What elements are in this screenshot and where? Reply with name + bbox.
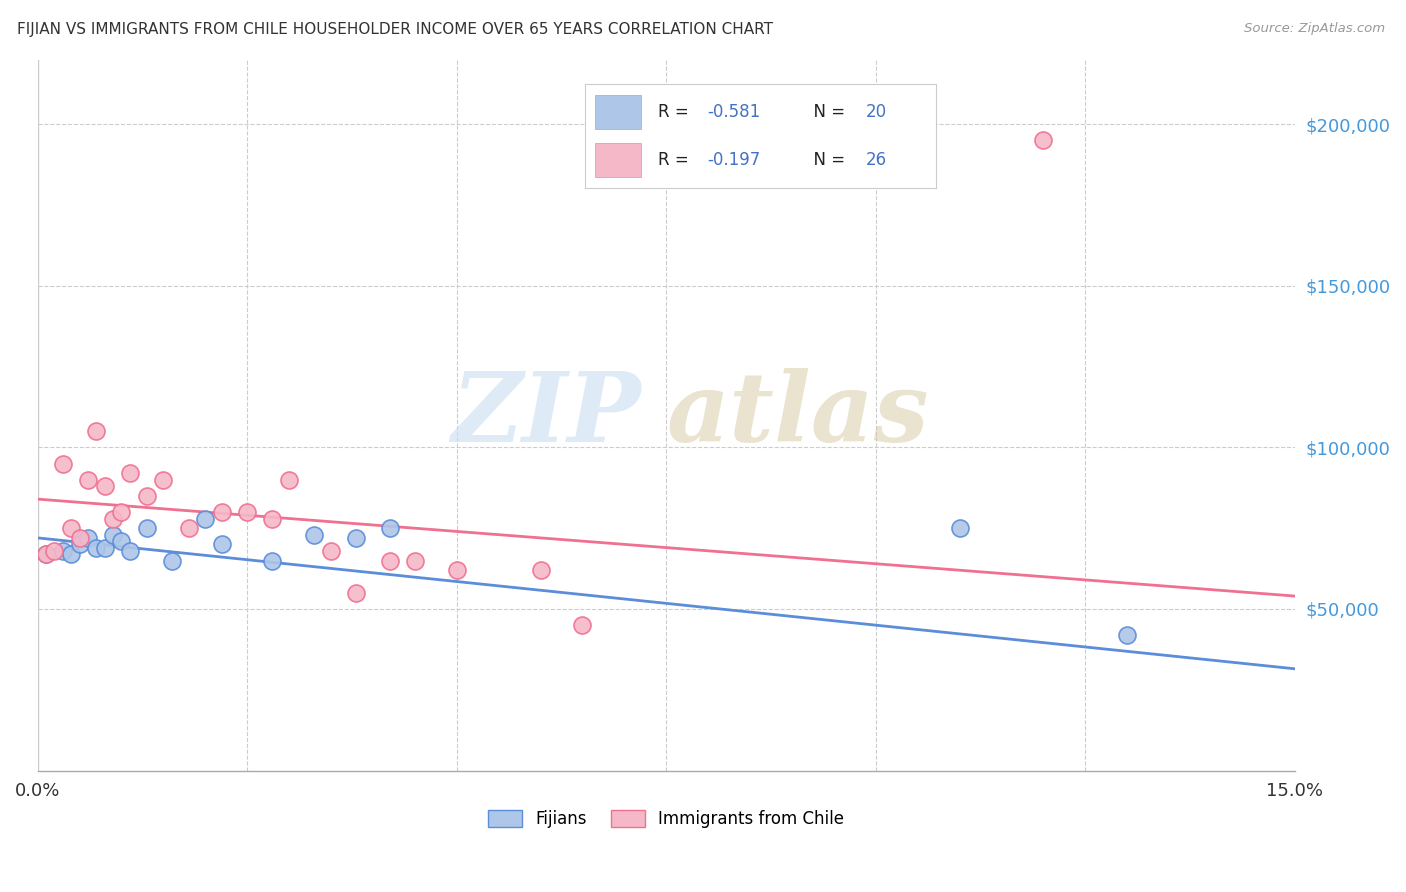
Point [262,553,284,567]
Point [278,473,301,487]
Point [101,527,124,541]
Point [211,537,233,551]
Point [69,531,91,545]
Point [194,511,217,525]
Text: ZIP: ZIP [451,368,641,462]
Point [319,544,342,558]
Point [110,505,132,519]
Point [93,479,115,493]
Point [262,511,284,525]
Point [378,521,401,535]
Text: FIJIAN VS IMMIGRANTS FROM CHILE HOUSEHOLDER INCOME OVER 65 YEARS CORRELATION CHA: FIJIAN VS IMMIGRANTS FROM CHILE HOUSEHOL… [17,22,773,37]
Point [135,489,157,503]
Point [1116,628,1139,642]
Point [93,541,115,555]
Point [236,505,259,519]
Point [135,521,157,535]
Point [35,547,58,561]
Point [378,553,401,567]
Point [118,467,141,481]
Point [304,527,326,541]
Point [86,424,108,438]
Point [211,505,233,519]
Point [60,521,83,535]
Point [446,563,468,577]
Point [344,586,367,600]
Point [69,537,91,551]
Point [77,531,100,545]
Point [571,618,593,632]
Point [948,521,970,535]
Point [110,534,132,549]
Point [160,553,183,567]
Point [86,541,108,555]
Point [1032,133,1054,147]
Point [118,544,141,558]
Point [44,544,66,558]
Point [152,473,174,487]
Legend: Fijians, Immigrants from Chile: Fijians, Immigrants from Chile [482,803,851,835]
Point [35,547,58,561]
Point [101,511,124,525]
Point [77,473,100,487]
Point [529,563,551,577]
Point [52,457,75,471]
Point [404,553,426,567]
Point [344,531,367,545]
Point [177,521,200,535]
Point [60,547,83,561]
Text: atlas: atlas [666,368,929,462]
Point [52,544,75,558]
Text: Source: ZipAtlas.com: Source: ZipAtlas.com [1244,22,1385,36]
